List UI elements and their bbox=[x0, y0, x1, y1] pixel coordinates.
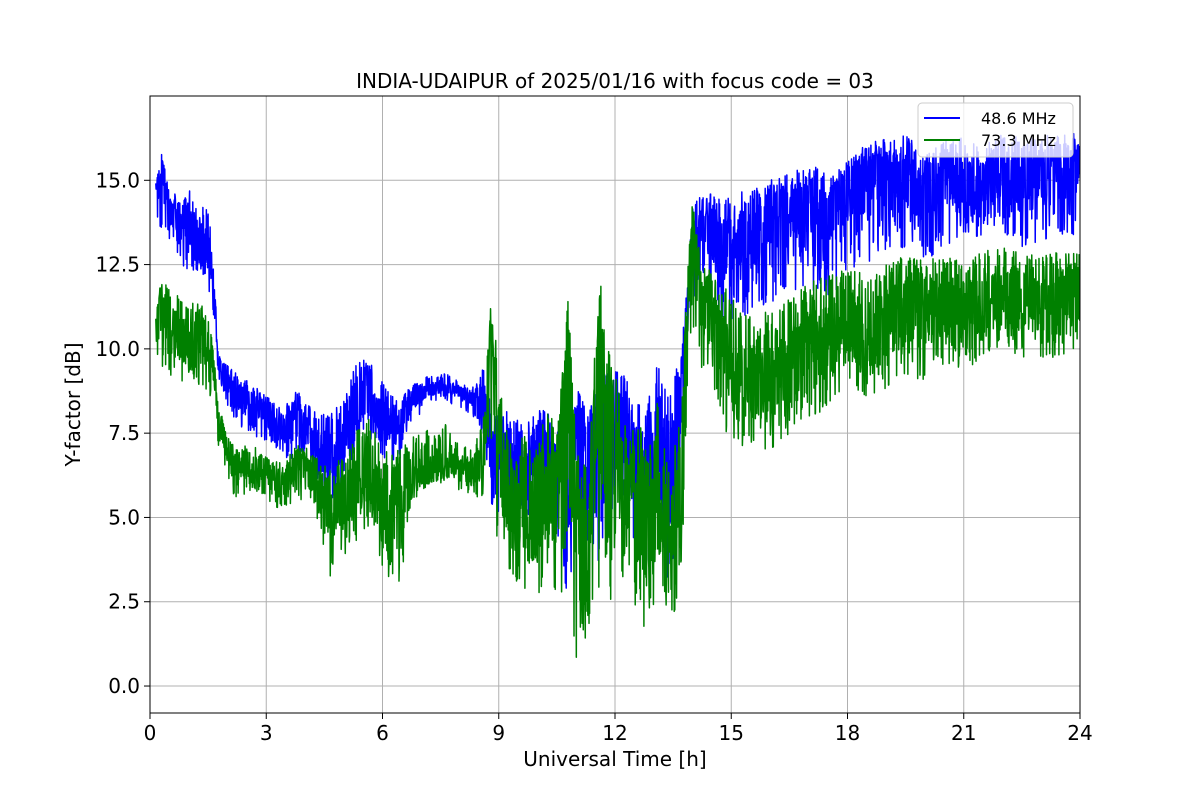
legend-box bbox=[917, 102, 1074, 158]
x-tick-label: 6 bbox=[376, 721, 389, 745]
x-tick-label: 3 bbox=[260, 721, 273, 745]
y-tick-label: 10.0 bbox=[95, 337, 140, 361]
x-tick-label: 18 bbox=[835, 721, 860, 745]
y-tick-label: 2.5 bbox=[108, 590, 140, 614]
x-axis-ticks: 0 3 6 9 12 15 18 21 24 bbox=[144, 713, 1093, 745]
legend: 48.6 MHz 73.3 MHz bbox=[917, 102, 1074, 158]
x-tick-label: 21 bbox=[951, 721, 976, 745]
y-tick-label: 12.5 bbox=[95, 253, 140, 277]
x-tick-label: 15 bbox=[719, 721, 744, 745]
y-tick-label: 0.0 bbox=[108, 674, 140, 698]
series-layer bbox=[155, 132, 1080, 659]
legend-label-73-3: 73.3 MHz bbox=[981, 131, 1056, 150]
x-axis-label: Universal Time [h] bbox=[523, 747, 706, 771]
y-tick-label: 15.0 bbox=[95, 168, 140, 192]
x-tick-label: 0 bbox=[144, 721, 157, 745]
chart-title: INDIA-UDAIPUR of 2025/01/16 with focus c… bbox=[356, 69, 874, 93]
y-tick-label: 7.5 bbox=[108, 421, 140, 445]
x-tick-label: 12 bbox=[602, 721, 627, 745]
legend-label-48-6: 48.6 MHz bbox=[981, 109, 1056, 128]
y-axis-ticks: 0.0 2.5 5.0 7.5 10.0 12.5 15.0 bbox=[95, 168, 150, 698]
plot-area bbox=[155, 132, 1080, 659]
x-tick-label: 24 bbox=[1067, 721, 1092, 745]
y-axis-label: Y-factor [dB] bbox=[61, 342, 85, 467]
y-tick-label: 5.0 bbox=[108, 505, 140, 529]
series-line-73-3-mhz bbox=[155, 206, 1080, 659]
x-tick-label: 9 bbox=[492, 721, 505, 745]
